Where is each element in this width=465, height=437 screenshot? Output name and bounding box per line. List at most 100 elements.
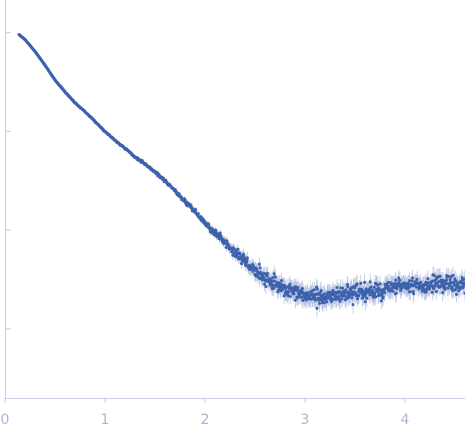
data-point — [427, 287, 431, 291]
data-point — [411, 289, 415, 293]
x-tick-label: 1 — [101, 412, 110, 428]
data-point — [438, 274, 442, 278]
data-point — [288, 294, 292, 298]
data-point — [394, 291, 398, 295]
data-point — [397, 276, 401, 280]
data-point — [264, 279, 268, 283]
data-point — [406, 281, 410, 285]
data-point — [376, 283, 380, 287]
data-point — [410, 279, 414, 283]
data-point — [344, 294, 348, 298]
data-point — [314, 298, 318, 302]
data-point — [408, 290, 412, 294]
data-point — [299, 295, 303, 299]
data-point — [258, 266, 262, 270]
data-point — [331, 288, 335, 292]
data-point — [394, 278, 398, 282]
data-point — [335, 285, 339, 289]
data-point — [265, 274, 269, 278]
data-point — [417, 287, 421, 291]
data-point — [412, 292, 416, 296]
data-point — [196, 212, 200, 216]
data-point — [318, 302, 322, 306]
data-point — [391, 289, 395, 293]
data-point — [236, 247, 240, 251]
data-point — [426, 281, 430, 285]
data-point — [318, 296, 322, 300]
data-point — [225, 239, 229, 243]
data-point — [441, 278, 445, 282]
data-point — [363, 300, 367, 304]
data-point — [419, 280, 423, 284]
data-point — [245, 260, 249, 264]
data-point — [411, 276, 415, 280]
data-point — [453, 277, 457, 281]
data-point — [273, 275, 277, 279]
data-point — [251, 269, 255, 273]
data-point — [408, 279, 412, 283]
data-point — [183, 198, 187, 202]
data-point — [304, 298, 308, 302]
data-point — [430, 290, 434, 294]
data-point — [351, 303, 355, 307]
data-point — [301, 298, 305, 302]
data-point — [368, 280, 372, 284]
data-point — [271, 276, 275, 280]
data-point — [299, 291, 303, 295]
x-tick-label: 4 — [401, 412, 410, 428]
data-point — [430, 284, 434, 288]
data-point — [238, 251, 242, 255]
data-point — [379, 299, 383, 303]
data-point — [207, 222, 211, 226]
data-point — [460, 276, 464, 280]
data-point — [400, 286, 404, 290]
data-point — [378, 282, 382, 286]
data-point — [269, 279, 273, 283]
data-point — [219, 235, 223, 239]
data-point — [328, 290, 332, 294]
data-point — [245, 256, 249, 260]
data-point — [432, 287, 436, 291]
data-point — [189, 204, 193, 208]
data-point — [337, 294, 341, 298]
x-tick-label: 3 — [301, 412, 310, 428]
data-point — [315, 287, 319, 291]
data-point — [443, 285, 447, 289]
data-point — [288, 282, 292, 286]
data-point — [462, 277, 465, 281]
data-point — [441, 291, 445, 295]
data-point — [292, 292, 296, 296]
data-point — [286, 293, 290, 297]
data-point — [296, 285, 300, 289]
data-point — [374, 295, 378, 299]
data-point — [432, 274, 436, 278]
data-point — [368, 293, 372, 297]
data-point — [462, 284, 465, 288]
data-point — [239, 262, 243, 266]
x-tick-label: 2 — [201, 412, 210, 428]
data-point — [451, 273, 455, 277]
data-point — [443, 287, 447, 291]
data-point — [293, 298, 297, 302]
data-point — [369, 285, 373, 289]
data-point — [426, 277, 430, 281]
data-point — [300, 287, 304, 291]
data-point — [365, 296, 369, 300]
data-point — [272, 272, 276, 276]
data-point — [265, 271, 269, 275]
data-point — [313, 296, 317, 300]
data-point — [373, 291, 377, 295]
data-point — [264, 285, 268, 289]
data-point — [350, 296, 354, 300]
data-point — [387, 285, 391, 289]
data-point — [424, 290, 428, 294]
data-point — [344, 288, 348, 292]
data-point — [454, 279, 458, 283]
data-point — [214, 228, 218, 232]
axis-ticks: 0 1 2 3 4 — [1, 32, 410, 428]
data-point — [372, 285, 376, 289]
data-point — [342, 294, 346, 298]
data-point — [263, 282, 267, 286]
data-point — [194, 208, 198, 212]
data-point — [432, 284, 436, 288]
